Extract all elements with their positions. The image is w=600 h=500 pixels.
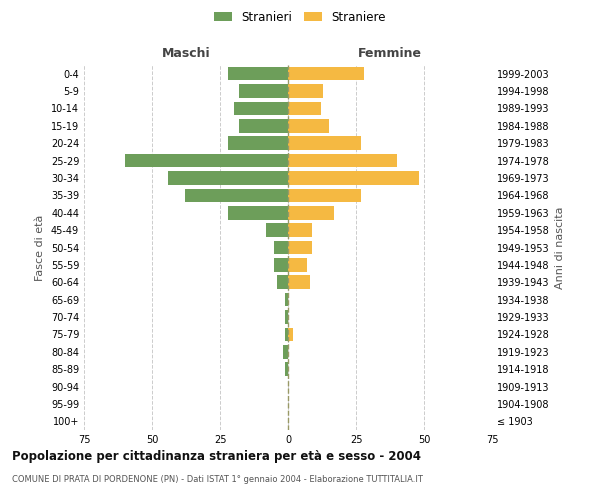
Bar: [283, 345, 288, 358]
Bar: [233, 102, 288, 115]
Bar: [288, 206, 334, 220]
Bar: [288, 171, 419, 185]
Bar: [285, 293, 288, 306]
Bar: [239, 84, 288, 98]
Bar: [288, 224, 313, 237]
Bar: [288, 276, 310, 289]
Bar: [169, 171, 288, 185]
Bar: [285, 362, 288, 376]
Bar: [288, 328, 293, 341]
Text: Maschi: Maschi: [161, 47, 211, 60]
Text: Popolazione per cittadinanza straniera per età e sesso - 2004: Popolazione per cittadinanza straniera p…: [12, 450, 421, 463]
Bar: [274, 240, 288, 254]
Bar: [288, 240, 313, 254]
Bar: [228, 206, 288, 220]
Bar: [288, 119, 329, 132]
Bar: [288, 136, 361, 150]
Bar: [288, 258, 307, 272]
Bar: [228, 136, 288, 150]
Bar: [274, 258, 288, 272]
Bar: [185, 188, 288, 202]
Bar: [125, 154, 288, 168]
Bar: [288, 188, 361, 202]
Bar: [285, 328, 288, 341]
Bar: [266, 224, 288, 237]
Bar: [288, 67, 364, 80]
Bar: [239, 119, 288, 132]
Bar: [288, 102, 320, 115]
Y-axis label: Fasce di età: Fasce di età: [35, 214, 45, 280]
Bar: [277, 276, 288, 289]
Legend: Stranieri, Straniere: Stranieri, Straniere: [209, 6, 391, 28]
Text: Femmine: Femmine: [358, 47, 422, 60]
Text: COMUNE DI PRATA DI PORDENONE (PN) - Dati ISTAT 1° gennaio 2004 - Elaborazione TU: COMUNE DI PRATA DI PORDENONE (PN) - Dati…: [12, 475, 423, 484]
Y-axis label: Anni di nascita: Anni di nascita: [555, 206, 565, 289]
Bar: [288, 84, 323, 98]
Bar: [288, 154, 397, 168]
Bar: [285, 310, 288, 324]
Bar: [228, 67, 288, 80]
